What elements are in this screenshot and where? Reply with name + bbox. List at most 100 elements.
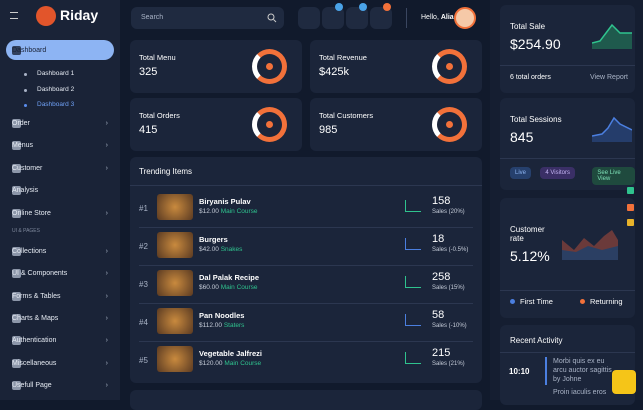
nav-item[interactable]: Miscellaneous ›: [12, 358, 108, 368]
activity-time: 10:10: [509, 367, 530, 376]
trending-card: Trending Items #1 Biryanis Pulav $12.00 Ma…: [130, 157, 482, 383]
activity-text: Morbi quis ex eu arcu auctor sagittis: [553, 358, 612, 374]
badge: [383, 3, 391, 11]
greeting-prefix: Hello,: [421, 14, 439, 21]
nav-item[interactable]: Charts & Maps ›: [12, 313, 108, 323]
trend-icon: [405, 200, 421, 212]
nav-item[interactable]: Collections ›: [12, 247, 108, 256]
avatar[interactable]: [454, 7, 476, 29]
nav-icon: [12, 313, 21, 323]
row-divider: [139, 227, 473, 228]
sub-nav-dot: [24, 104, 27, 107]
sessions-title: Total Sessions: [510, 115, 562, 124]
sessions-sparkline: [592, 116, 632, 142]
nav-item[interactable]: Authentication ›: [12, 336, 108, 346]
view-report-link[interactable]: View Report: [590, 74, 629, 81]
divider: [500, 158, 635, 159]
chevron: ›: [105, 119, 108, 127]
sessions-card: Total Sessions 845 Live 4 Visitors See Liv…: [500, 98, 635, 190]
stat-card: Total Customers 985: [310, 98, 482, 151]
trend-icon: [405, 314, 421, 326]
sale-sparkline: [592, 23, 632, 49]
divider: [406, 8, 407, 28]
nav-item[interactable]: Analysis: [12, 186, 108, 195]
nav-label: Order: [12, 119, 30, 127]
stat-ring: [432, 49, 467, 84]
nav-item[interactable]: Customer ›: [12, 163, 108, 173]
stat-ring: [252, 107, 287, 142]
trend-icon: [405, 276, 421, 288]
sub-nav-item[interactable]: Dashboard 3: [37, 101, 75, 108]
nav-item[interactable]: Menus ›: [12, 141, 108, 150]
chevron: ›: [105, 270, 108, 278]
nav-item[interactable]: Dashboard: [12, 46, 108, 55]
active-nav-bg: [6, 40, 114, 60]
nav-item[interactable]: UI & Components ›: [12, 269, 108, 279]
stat-value: 325: [139, 66, 158, 78]
chevron: ›: [105, 164, 108, 172]
side-icon[interactable]: [627, 219, 634, 226]
item-meta: $12.00 Main Course: [199, 208, 258, 215]
menu-toggle[interactable]: [10, 12, 18, 19]
side-icon[interactable]: [627, 187, 634, 194]
row-divider: [139, 303, 473, 304]
item-change: Sales (21%): [432, 361, 465, 367]
search-placeholder: Search: [141, 14, 164, 21]
user-name: Alia: [440, 14, 454, 21]
sub-nav-item[interactable]: Dashboard 1: [37, 70, 75, 77]
item-image: [157, 308, 193, 334]
item-name: Biryanis Pulav: [199, 197, 251, 206]
ring-icon: [266, 121, 273, 128]
item-name: Pan Noodles: [199, 311, 245, 320]
search-box[interactable]: Search: [131, 7, 284, 29]
legend-dot: [580, 299, 585, 304]
side-icon[interactable]: [627, 204, 634, 211]
nav-item[interactable]: Order ›: [12, 118, 108, 128]
item-category: Snakes: [220, 246, 243, 253]
item-price: $112.00: [199, 322, 223, 329]
legend-label: First Time: [520, 297, 553, 306]
sub-nav-dot: [24, 88, 27, 92]
nav-label: Usefull Page: [12, 381, 52, 389]
nav-icon: [12, 186, 21, 195]
nav-icon: [12, 358, 21, 368]
chevron: ›: [105, 209, 108, 217]
divider: [500, 65, 635, 66]
customer-rate-title: Customer rate: [510, 225, 545, 243]
sub-nav-item[interactable]: Dashboard 2: [37, 85, 75, 93]
stat-value: 985: [319, 124, 338, 136]
fullscreen-button[interactable]: [298, 7, 320, 29]
chevron: ›: [105, 248, 108, 255]
nav-item[interactable]: Usefull Page ›: [12, 380, 108, 390]
item-image: [157, 232, 193, 258]
stat-value: $425k: [319, 66, 349, 78]
session-tag[interactable]: See Live View: [592, 167, 635, 185]
nav-label: Customer: [12, 164, 43, 172]
brand: Riday: [60, 7, 99, 23]
notification-button[interactable]: [322, 3, 344, 29]
nav-label: UI & Components: [12, 270, 68, 278]
chevron: ›: [105, 292, 108, 300]
item-price: $120.00: [199, 360, 223, 367]
item-sales: 258: [432, 271, 451, 283]
sidebar: Riday Dashboard Dashboard 1 Dashboard 2 Das…: [0, 0, 120, 400]
row-divider: [139, 341, 473, 342]
nav-label: Collections: [12, 248, 47, 255]
sale-title: Total Sale: [510, 22, 546, 31]
rank: #2: [139, 242, 148, 251]
item-sales: 18: [432, 233, 445, 245]
nav-icon: [12, 46, 21, 55]
rank: #4: [139, 318, 148, 327]
settings-fab[interactable]: [612, 370, 636, 394]
ring-icon: [446, 121, 453, 128]
trend-icon: [405, 238, 421, 250]
customer-rate-value: 5.12%: [510, 248, 550, 264]
sale-card: Total Sale $254.90 6 total orders View R…: [500, 5, 635, 93]
nav-item[interactable]: Forms & Tables ›: [12, 291, 108, 301]
settings-button[interactable]: [370, 3, 392, 29]
mail-button[interactable]: [346, 3, 368, 29]
nav-label: Miscellaneous: [12, 359, 57, 367]
item-meta: $42.00 Snakes: [199, 246, 242, 253]
nav-item[interactable]: Online Store ›: [12, 208, 108, 218]
nav-icon: [12, 208, 21, 218]
